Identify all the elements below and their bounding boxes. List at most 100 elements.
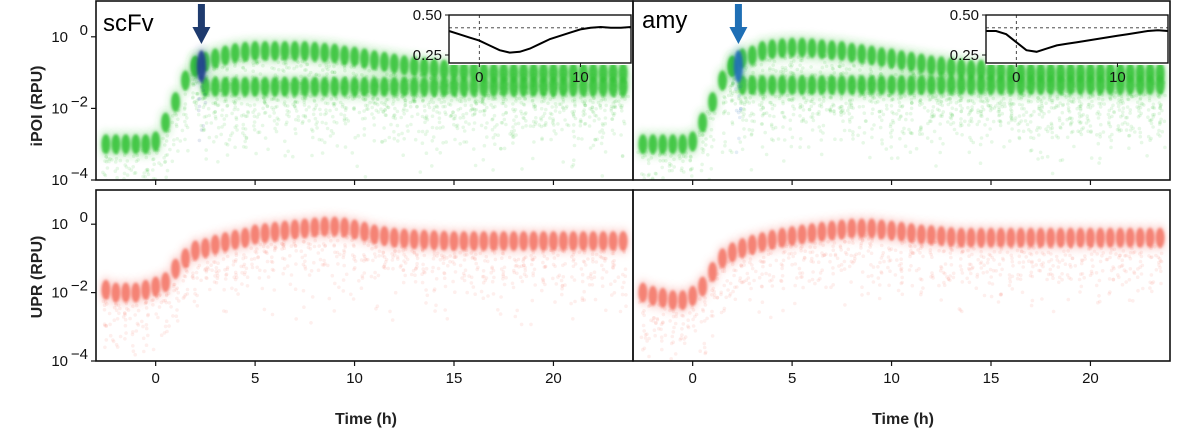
data-point xyxy=(1143,71,1157,158)
scatter-dot xyxy=(613,100,617,104)
scatter-dot xyxy=(318,107,322,112)
scatter-dot xyxy=(930,112,934,116)
data-point xyxy=(854,214,869,297)
scatter-dot xyxy=(423,196,427,200)
scatter-dot xyxy=(390,252,395,256)
scatter-dot xyxy=(726,288,730,292)
scatter-dot xyxy=(513,314,518,319)
point-core xyxy=(529,76,539,97)
point-core xyxy=(121,134,131,155)
scatter-dot xyxy=(359,286,364,291)
scatter-dot xyxy=(847,105,851,110)
scatter-dot xyxy=(224,273,228,277)
point-core xyxy=(280,41,290,61)
scatter-dot xyxy=(1024,110,1029,114)
scatter-dot xyxy=(724,295,728,300)
scatter-dot xyxy=(1021,129,1026,134)
data-point xyxy=(338,72,352,149)
scatter-dot xyxy=(314,122,318,127)
scatter-dot xyxy=(795,67,800,72)
scatter-dot xyxy=(489,270,494,275)
scatter-dot xyxy=(195,98,199,103)
scatter-dot xyxy=(293,243,298,248)
scatter-dot xyxy=(541,280,546,284)
scatter-dot xyxy=(734,87,738,91)
scatter-dot xyxy=(102,172,107,177)
scatter-dot xyxy=(411,268,416,273)
scatter-dot xyxy=(224,141,228,146)
scatter-dot xyxy=(1010,127,1014,131)
data-point xyxy=(507,227,521,319)
point-tail xyxy=(579,245,590,303)
scatter-dot xyxy=(514,133,518,137)
scatter-dot xyxy=(317,244,322,248)
scatter-dot xyxy=(241,145,246,149)
scatter-dot xyxy=(164,139,169,143)
scatter-dot xyxy=(554,105,558,109)
scatter-dot xyxy=(578,120,583,124)
scatter-dot xyxy=(552,129,556,133)
scatter-dot xyxy=(118,306,122,311)
scatter-dot xyxy=(342,117,347,121)
scatter-dot xyxy=(515,308,519,313)
scatter-dot xyxy=(761,105,766,110)
scatter-dot xyxy=(757,275,762,280)
scatter-dot xyxy=(772,114,776,119)
scatter-dot xyxy=(1028,114,1033,118)
scatter-dot xyxy=(473,292,478,297)
scatter-dot xyxy=(571,264,576,269)
point-tail xyxy=(835,236,848,307)
point-core xyxy=(807,75,817,95)
scatter-dot xyxy=(975,122,980,127)
scatter-dot xyxy=(674,314,678,319)
scatter-dot xyxy=(450,113,454,117)
data-point xyxy=(328,72,342,148)
scatter-dot xyxy=(303,115,308,119)
scatter-dot xyxy=(652,328,657,333)
scatter-dot xyxy=(847,102,852,107)
scatter-dot xyxy=(598,130,602,134)
point-core xyxy=(887,75,897,95)
scatter-dot xyxy=(680,333,684,337)
scatter-dot xyxy=(854,252,858,257)
point-core xyxy=(1066,75,1076,95)
scatter-dot xyxy=(330,70,335,74)
scatter-dot xyxy=(115,345,120,349)
scatter-dot xyxy=(938,122,942,126)
scatter-dot xyxy=(1088,124,1093,128)
scatter-dot xyxy=(910,101,914,105)
scatter-dot xyxy=(619,105,624,110)
scatter-dot xyxy=(430,164,434,168)
scatter-dot xyxy=(546,101,550,106)
scatter-dot xyxy=(502,117,507,122)
scatter-dot xyxy=(420,141,425,145)
scatter-dot xyxy=(296,118,301,123)
scatter-dot xyxy=(728,292,733,296)
scatter-dot xyxy=(145,167,150,172)
scatter-dot xyxy=(256,255,261,259)
scatter-dot xyxy=(341,255,346,260)
scatter-dot xyxy=(472,121,477,125)
scatter-dot xyxy=(362,133,367,137)
scatter-dot xyxy=(104,160,109,164)
scatter-dot xyxy=(474,101,479,106)
point-core xyxy=(678,134,688,155)
scatter-dot xyxy=(798,145,802,149)
scatter-dot xyxy=(511,107,515,112)
scatter-dot xyxy=(642,309,646,313)
scatter-dot xyxy=(899,114,903,118)
scatter-dot xyxy=(980,114,984,118)
scatter-dot xyxy=(306,245,311,250)
scatter-dot xyxy=(521,116,525,120)
scatter-dot xyxy=(754,269,758,274)
scatter-dot xyxy=(1102,102,1107,106)
scatter-dot xyxy=(1037,107,1042,111)
scatter-dot xyxy=(141,174,145,179)
scatter-dot xyxy=(1160,108,1164,113)
point-core xyxy=(897,221,906,242)
scatter-dot xyxy=(388,309,392,314)
scatter-dot xyxy=(604,256,608,261)
scatter-dot xyxy=(681,159,685,164)
scatter-dot xyxy=(393,116,398,121)
scatter-dot xyxy=(1127,146,1131,150)
